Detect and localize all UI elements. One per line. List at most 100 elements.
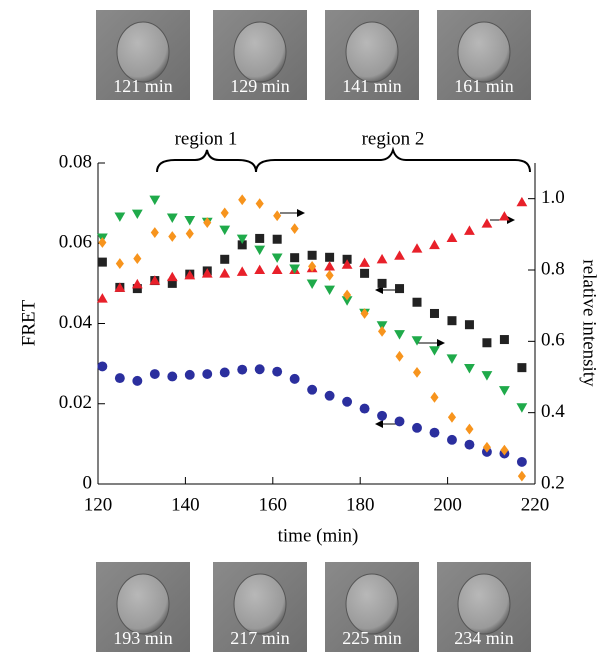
thumbnail-label: 234 min: [454, 628, 514, 648]
point: [115, 258, 124, 269]
point: [219, 367, 230, 378]
point: [430, 391, 439, 403]
y2-tick-label: 1.0: [541, 187, 565, 208]
point: [290, 223, 299, 235]
point: [360, 308, 369, 319]
point: [394, 250, 405, 260]
y2-tick-label: 0.4: [541, 401, 565, 422]
point: [447, 434, 457, 445]
point: [114, 282, 126, 292]
point: [132, 284, 142, 294]
y-tick-label: 0: [83, 472, 93, 493]
point: [464, 320, 474, 330]
point: [272, 234, 282, 244]
point: [446, 354, 458, 364]
point: [464, 225, 475, 235]
point: [411, 336, 423, 346]
cell: [233, 21, 287, 83]
cell: [116, 573, 170, 635]
point: [395, 350, 404, 362]
point: [219, 225, 231, 236]
point: [516, 456, 527, 467]
point: [377, 278, 387, 288]
point: [517, 363, 527, 373]
point: [465, 423, 474, 435]
point: [114, 373, 125, 384]
point: [203, 217, 212, 228]
point: [131, 209, 143, 220]
point: [412, 422, 422, 433]
point: [149, 195, 161, 206]
brace: [156, 149, 257, 173]
point: [429, 239, 440, 250]
point: [271, 253, 283, 263]
y-tick-label: 0.08: [59, 151, 92, 172]
point: [481, 371, 493, 381]
x-tick-label: 200: [433, 494, 462, 515]
point: [184, 216, 196, 226]
point: [219, 268, 231, 278]
point: [499, 211, 510, 221]
point: [202, 369, 213, 380]
annotation: region 2: [362, 128, 425, 149]
y2-axis-label: relative intensity: [579, 259, 600, 387]
point: [133, 253, 142, 264]
point: [98, 237, 107, 248]
point: [149, 369, 160, 380]
point: [324, 285, 336, 296]
point: [500, 444, 509, 456]
point: [184, 269, 196, 280]
point: [359, 403, 370, 414]
point: [168, 231, 177, 242]
point: [167, 278, 177, 288]
x-axis-label: time (min): [278, 525, 359, 546]
point: [378, 325, 387, 337]
point: [481, 218, 493, 228]
point: [395, 284, 405, 294]
point: [185, 228, 194, 240]
point: [306, 279, 318, 289]
brace: [255, 146, 531, 173]
point: [325, 252, 335, 262]
point: [394, 330, 405, 340]
point: [516, 196, 528, 207]
annotation: region 1: [175, 128, 238, 149]
point: [201, 268, 213, 278]
point: [325, 269, 334, 281]
point: [482, 338, 492, 348]
y-axis-label: FRET: [18, 299, 39, 346]
point: [96, 293, 108, 303]
point: [237, 240, 247, 250]
point: [516, 403, 528, 413]
cell: [457, 21, 511, 83]
thumbnail-label: 121 min: [113, 76, 173, 96]
point: [307, 250, 317, 260]
point: [376, 253, 388, 264]
point: [394, 416, 405, 427]
point: [290, 253, 300, 263]
point: [429, 308, 439, 318]
point: [97, 257, 107, 267]
x-tick-label: 220: [521, 494, 550, 515]
point: [308, 261, 317, 272]
y2-tick-label: 0.2: [541, 472, 565, 493]
point: [238, 194, 247, 206]
point: [220, 207, 229, 219]
point: [255, 198, 264, 210]
point: [271, 264, 283, 275]
point: [307, 384, 318, 395]
point: [411, 243, 423, 253]
point: [273, 210, 282, 222]
point: [184, 369, 195, 380]
point: [254, 245, 266, 256]
y2-tick-label: 0.6: [541, 330, 565, 351]
point: [429, 427, 440, 438]
y-tick-label: 0.02: [59, 392, 92, 413]
point: [255, 233, 265, 243]
point: [517, 470, 526, 482]
cell: [345, 573, 399, 635]
point: [447, 316, 457, 326]
point: [132, 375, 143, 386]
cell: [116, 21, 170, 83]
point: [114, 212, 126, 222]
